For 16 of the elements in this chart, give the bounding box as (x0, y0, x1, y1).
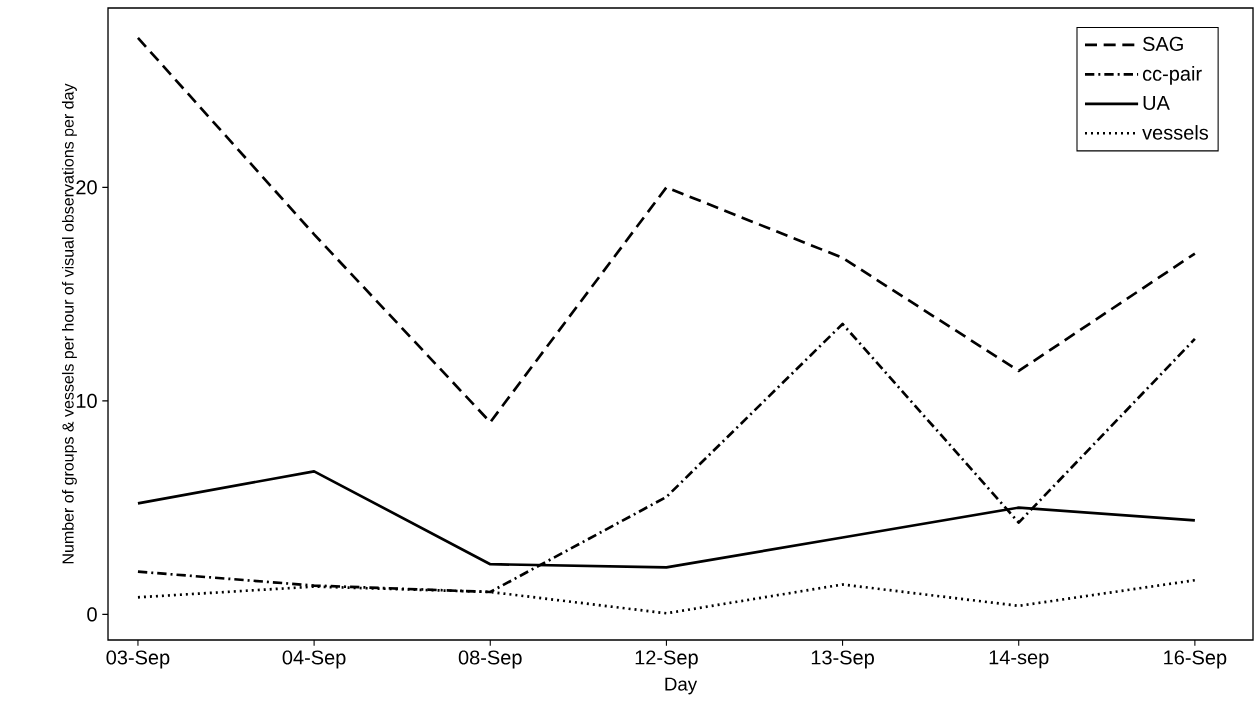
x-tick-label: 12-Sep (635, 650, 698, 669)
y-tick-label: 10 (76, 393, 97, 408)
y-tick-label: 0 (87, 607, 97, 622)
x-tick-label: 14-sep (989, 650, 1049, 669)
legend-label: UA (1143, 95, 1170, 110)
x-tick-label: 13-Sep (811, 650, 874, 669)
y-tick-label: 20 (76, 180, 97, 195)
x-tick-label: 04-Sep (282, 650, 346, 669)
x-tick-label: 16-Sep (1164, 650, 1227, 669)
legend-label: cc-pair (1142, 66, 1202, 85)
legend-label: vessels (1142, 125, 1209, 140)
x-axis-title: Day (665, 677, 698, 695)
legend-label: SAG (1143, 36, 1183, 51)
x-tick-label: 08-Sep (458, 650, 522, 669)
x-tick-label: 03-Sep (106, 650, 170, 669)
y-axis-title: Number of groups & vessels per hour of visual observations per day (61, 83, 77, 564)
